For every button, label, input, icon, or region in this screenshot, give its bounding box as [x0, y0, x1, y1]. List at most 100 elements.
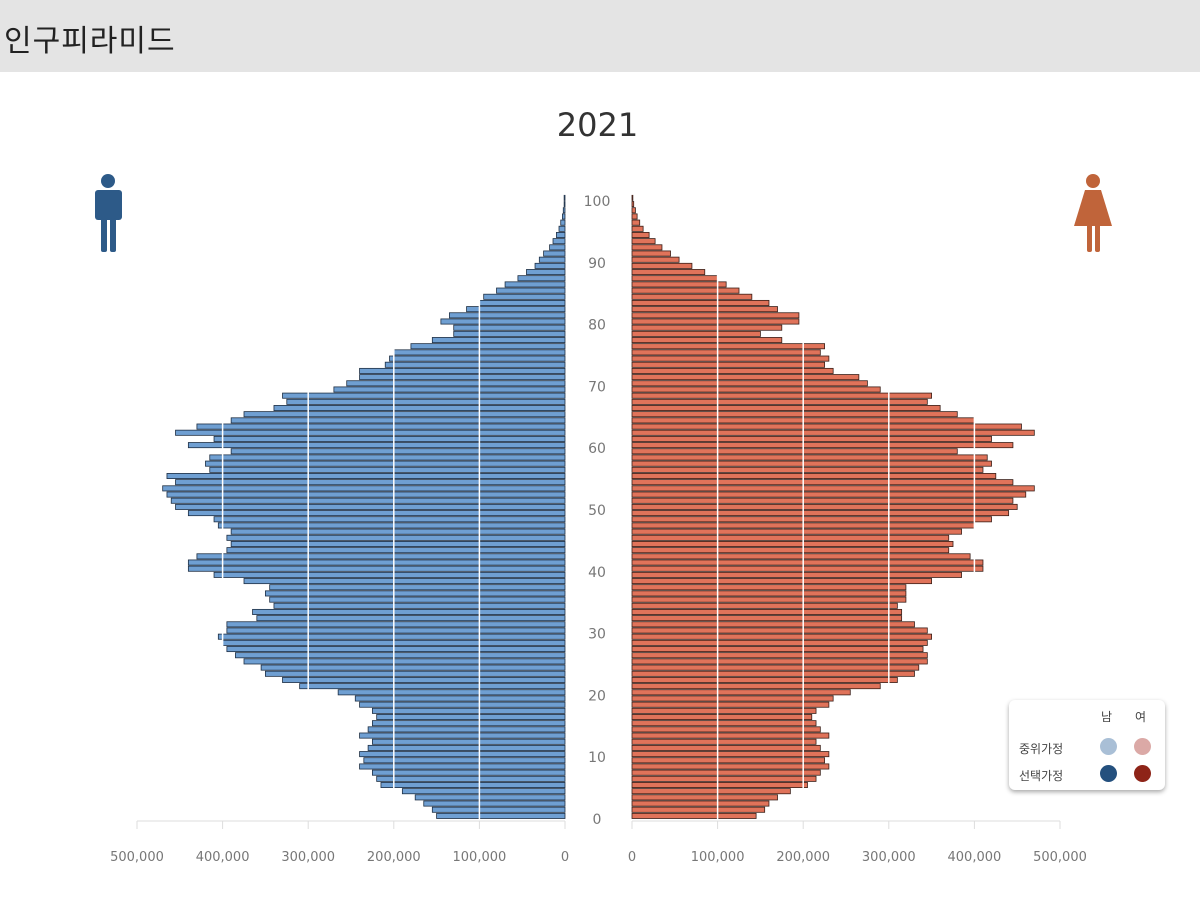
- age-tick-label: 30: [588, 627, 606, 643]
- bar-female-age-90: [631, 256, 680, 263]
- bar-male-age-58: [209, 454, 566, 461]
- age-tick-label: 50: [588, 503, 606, 519]
- bar-male-age-88: [526, 269, 566, 276]
- bar-female-age-78: [631, 330, 761, 337]
- bar-male-age-48: [213, 516, 566, 523]
- bar-female-age-53: [631, 485, 1035, 492]
- bar-male-age-99: [563, 201, 566, 208]
- legend-header-female: 여: [1135, 710, 1147, 724]
- bar-male-age-80: [440, 318, 566, 325]
- x-tick-label-female: 500,000: [1033, 850, 1087, 865]
- bar-female-age-40: [631, 565, 984, 572]
- bar-female-age-26: [631, 652, 928, 659]
- bar-male-age-22: [282, 676, 566, 683]
- bar-male-age-98: [562, 207, 566, 214]
- bar-male-age-9: [363, 757, 566, 764]
- x-tick-label-male: 200,000: [367, 850, 421, 865]
- bar-male-age-13: [359, 732, 566, 739]
- bar-male-age-45: [226, 534, 566, 541]
- bar-male-age-38: [243, 578, 566, 585]
- bar-female-age-43: [631, 547, 950, 554]
- bar-male-age-53: [162, 485, 566, 492]
- legend-label: 선택가정: [1019, 769, 1064, 783]
- bar-female-age-92: [631, 244, 663, 251]
- bar-male-age-39: [213, 571, 566, 578]
- bar-female-age-19: [631, 695, 834, 702]
- bar-male-age-10: [359, 751, 566, 758]
- bar-female-age-69: [631, 386, 881, 393]
- bar-female-age-42: [631, 553, 971, 560]
- bar-female-age-80: [631, 318, 800, 325]
- bar-female-age-91: [631, 250, 671, 257]
- bar-male-age-47: [217, 522, 566, 529]
- bar-male-age-42: [196, 553, 566, 560]
- bar-female-age-98: [631, 207, 636, 214]
- x-tick-label-female: 300,000: [862, 850, 916, 865]
- bar-female-age-87: [631, 275, 718, 282]
- bar-female-age-29: [631, 633, 933, 640]
- bar-female-age-66: [631, 405, 941, 412]
- age-tick-label: 20: [588, 688, 606, 704]
- bar-male-age-4: [401, 788, 566, 795]
- bar-female-age-52: [631, 491, 1027, 498]
- bar-male-age-15: [371, 720, 566, 727]
- bar-male-age-12: [371, 738, 566, 745]
- bar-female-age-97: [631, 213, 638, 220]
- bar-male-age-5: [380, 782, 566, 788]
- bar-female-age-50: [631, 503, 1018, 510]
- bar-male-age-35: [269, 596, 566, 603]
- bar-male-age-89: [534, 262, 566, 269]
- bar-female-age-93: [631, 238, 656, 245]
- bar-male-age-86: [504, 281, 566, 288]
- bar-male-age-82: [466, 306, 566, 313]
- bar-male-age-55: [166, 473, 566, 480]
- bar-female-age-46: [631, 528, 962, 535]
- bar-female-age-57: [631, 460, 992, 467]
- bar-male-age-43: [226, 547, 566, 554]
- bar-female-age-38: [631, 578, 933, 585]
- bar-female-age-8: [631, 763, 830, 770]
- bar-male-age-3: [414, 794, 566, 801]
- bar-male-age-74: [389, 355, 566, 362]
- bar-male-age-1: [431, 806, 566, 813]
- bar-female-age-4: [631, 788, 791, 795]
- bar-female-age-7: [631, 769, 821, 776]
- legend-dot-male-selected: [1100, 765, 1117, 782]
- bar-male-age-41: [187, 559, 566, 566]
- bar-female-age-75: [631, 349, 821, 356]
- bar-male-age-21: [299, 683, 566, 690]
- legend-dot-female-selected: [1134, 765, 1151, 782]
- bar-female-age-25: [631, 658, 928, 665]
- bar-female-age-45: [631, 534, 950, 541]
- bar-male-age-34: [273, 602, 566, 609]
- bar-male-age-44: [230, 541, 566, 547]
- x-tick-label-female: 100,000: [691, 850, 745, 865]
- bar-female-age-2: [631, 800, 770, 807]
- x-tick-label-female: 0: [628, 850, 636, 865]
- bar-female-age-67: [631, 398, 928, 405]
- bar-female-age-58: [631, 454, 988, 461]
- bar-male-age-90: [538, 256, 566, 263]
- x-tick-label-male: 300,000: [281, 850, 335, 865]
- bar-male-age-72: [359, 367, 566, 374]
- bar-male-age-79: [453, 324, 566, 331]
- bar-male-age-63: [196, 423, 566, 430]
- bar-female-age-18: [631, 701, 830, 708]
- bar-female-age-17: [631, 707, 817, 714]
- bar-female-age-44: [631, 541, 954, 547]
- bar-male-age-84: [483, 293, 566, 300]
- bar-female-age-12: [631, 738, 817, 745]
- bar-female-age-9: [631, 757, 826, 764]
- legend-row-selected: 선택가정: [1009, 765, 1165, 785]
- bar-female-age-83: [631, 299, 770, 306]
- bar-female-age-48: [631, 516, 992, 523]
- x-tick-label-male: 400,000: [196, 850, 250, 865]
- bar-male-age-94: [556, 231, 566, 238]
- legend-dot-female-median: [1134, 738, 1151, 755]
- bar-male-age-17: [371, 707, 566, 714]
- bar-male-age-25: [243, 658, 566, 665]
- bar-female-age-10: [631, 751, 830, 758]
- bar-female-age-99: [631, 201, 635, 208]
- bar-male-age-31: [226, 621, 566, 628]
- bar-female-age-61: [631, 435, 992, 442]
